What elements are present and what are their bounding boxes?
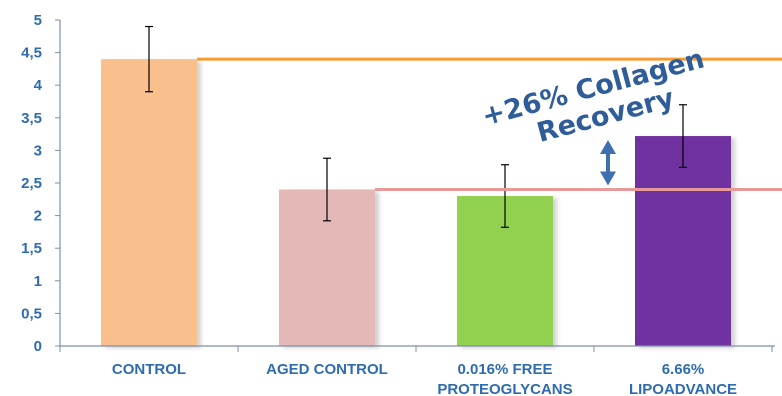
y-axis-ticks: 0 0,5 1 1,5 2 2,5 3 3,5 4 4,5 5 <box>21 12 60 355</box>
category-label: AGED CONTROL <box>266 361 388 378</box>
category-label: CONTROL <box>112 361 186 378</box>
bar <box>635 136 731 346</box>
axes <box>59 20 775 352</box>
bar <box>101 59 197 347</box>
y-tick-label: 4 <box>34 77 43 94</box>
error-bars <box>145 25 687 228</box>
bars <box>101 59 731 347</box>
double-arrow-icon <box>600 140 616 186</box>
y-tick-label: 1,5 <box>21 240 42 257</box>
y-tick-label: 2 <box>34 208 42 225</box>
error-bar <box>145 25 153 93</box>
category-label: 0.016% FREE PROTEOGLYCANS <box>437 361 572 396</box>
error-bar <box>323 157 331 222</box>
error-bar <box>679 104 687 168</box>
category-labels: CONTROL AGED CONTROL 0.016% FREE PROTEOGLYC… <box>112 361 737 396</box>
category-label: 6.66% LIPOADVANCE <box>629 361 737 396</box>
y-tick-label: 0,5 <box>21 305 42 322</box>
y-tick-label: 2,5 <box>21 175 42 192</box>
y-tick-label: 1 <box>34 273 42 290</box>
y-tick-label: 3,5 <box>21 110 42 127</box>
error-bar <box>501 164 509 228</box>
y-tick-label: 3 <box>34 142 42 159</box>
y-tick-label: 5 <box>34 12 42 29</box>
y-tick-label: 0 <box>34 338 42 355</box>
reference-lines <box>197 57 782 192</box>
y-tick-label: 4,5 <box>21 45 42 62</box>
